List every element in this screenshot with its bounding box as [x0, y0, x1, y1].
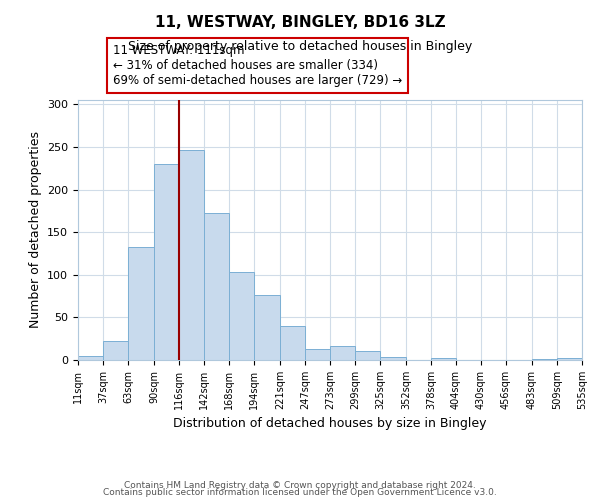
Bar [154, 164, 179, 360]
Text: Size of property relative to detached houses in Bingley: Size of property relative to detached ho… [128, 40, 472, 53]
Bar [179, 150, 204, 360]
Bar [128, 248, 154, 360]
Bar [557, 358, 582, 360]
Text: 11 WESTWAY: 111sqm
← 31% of detached houses are smaller (334)
69% of semi-detach: 11 WESTWAY: 111sqm ← 31% of detached hou… [113, 44, 403, 87]
X-axis label: Distribution of detached houses by size in Bingley: Distribution of detached houses by size … [173, 418, 487, 430]
Bar [254, 295, 280, 360]
Bar [229, 272, 254, 360]
Text: Contains public sector information licensed under the Open Government Licence v3: Contains public sector information licen… [103, 488, 497, 497]
Bar [204, 212, 229, 360]
Y-axis label: Number of detached properties: Number of detached properties [29, 132, 41, 328]
Bar [532, 359, 557, 360]
Bar [380, 356, 406, 360]
Bar [280, 326, 305, 360]
Text: 11, WESTWAY, BINGLEY, BD16 3LZ: 11, WESTWAY, BINGLEY, BD16 3LZ [155, 15, 445, 30]
Bar [355, 352, 380, 360]
Bar [431, 358, 456, 360]
Bar [103, 341, 128, 360]
Bar [305, 349, 330, 360]
Bar [78, 356, 103, 360]
Text: Contains HM Land Registry data © Crown copyright and database right 2024.: Contains HM Land Registry data © Crown c… [124, 480, 476, 490]
Bar [330, 346, 355, 360]
